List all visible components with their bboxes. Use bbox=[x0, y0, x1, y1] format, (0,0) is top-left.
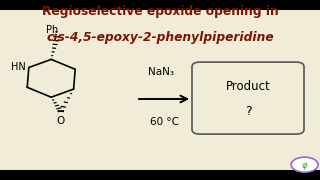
Text: cis-4,5-epoxy-2-phenylpiperidine: cis-4,5-epoxy-2-phenylpiperidine bbox=[46, 31, 274, 44]
Text: Product: Product bbox=[226, 80, 270, 93]
Text: NaN₃: NaN₃ bbox=[148, 67, 174, 77]
FancyBboxPatch shape bbox=[192, 62, 304, 134]
Text: Ph: Ph bbox=[46, 25, 58, 35]
Text: HN: HN bbox=[11, 62, 26, 72]
Bar bbox=[0, 170, 320, 180]
Text: φ: φ bbox=[302, 161, 308, 170]
Bar bbox=[0, 0, 320, 10]
Circle shape bbox=[291, 157, 318, 172]
Text: Regioselective epoxide opening in: Regioselective epoxide opening in bbox=[42, 4, 278, 17]
Text: O: O bbox=[57, 116, 65, 126]
Text: 60 °C: 60 °C bbox=[149, 117, 179, 127]
Text: ?: ? bbox=[245, 105, 251, 118]
